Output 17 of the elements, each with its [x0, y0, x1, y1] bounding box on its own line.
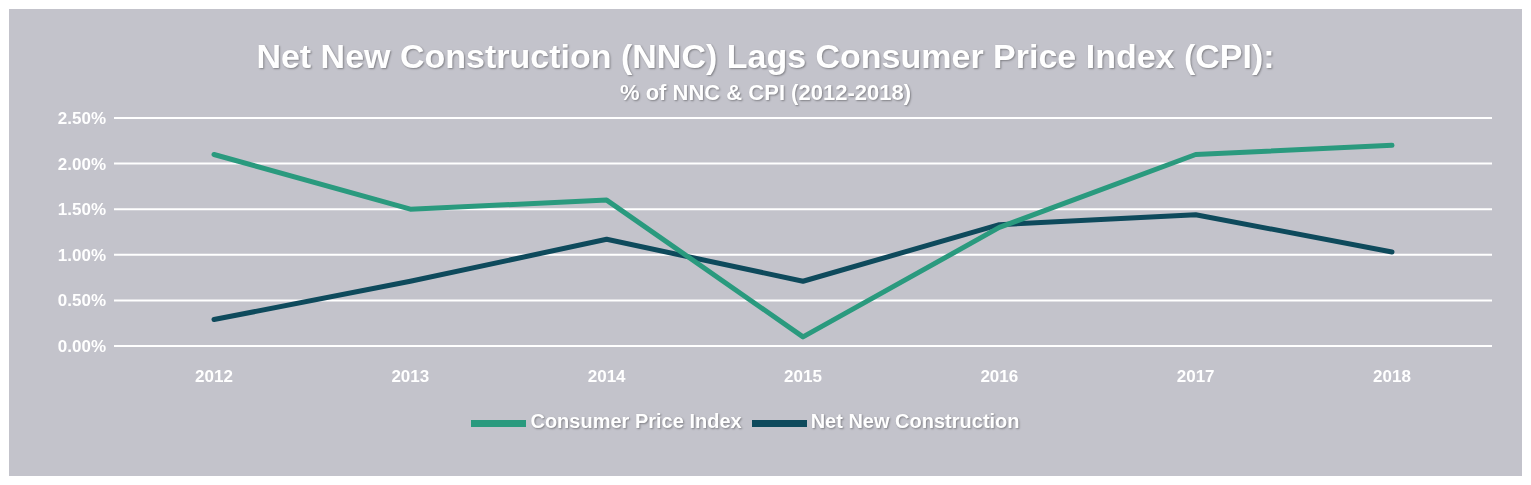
x-tick-label: 2016 — [980, 367, 1019, 387]
y-tick-label: 0.00% — [57, 337, 106, 357]
legend-label: Consumer Price Index — [530, 409, 742, 432]
y-tick-label: 1.00% — [57, 245, 106, 265]
chart-title: Net New Construction (NNC) Lags Consumer Price Index (CPI): — [255, 37, 1276, 76]
y-tick-label: 0.50% — [57, 291, 106, 311]
x-tick-label: 2012 — [195, 367, 233, 387]
y-tick-label: 1.50% — [57, 200, 106, 220]
x-tick-label: 2014 — [587, 367, 627, 387]
legend-label: Net New Construction — [810, 409, 1020, 432]
y-tick-label: 2.50% — [57, 109, 106, 129]
x-tick-label: 2018 — [1373, 367, 1411, 387]
x-tick-label: 2017 — [1176, 367, 1215, 387]
chart-subtitle: % of NNC & CPI (2012-2018) — [619, 80, 912, 106]
x-tick-label: 2013 — [391, 367, 430, 387]
x-tick-label: 2015 — [784, 367, 822, 387]
y-tick-label: 2.00% — [57, 154, 106, 174]
